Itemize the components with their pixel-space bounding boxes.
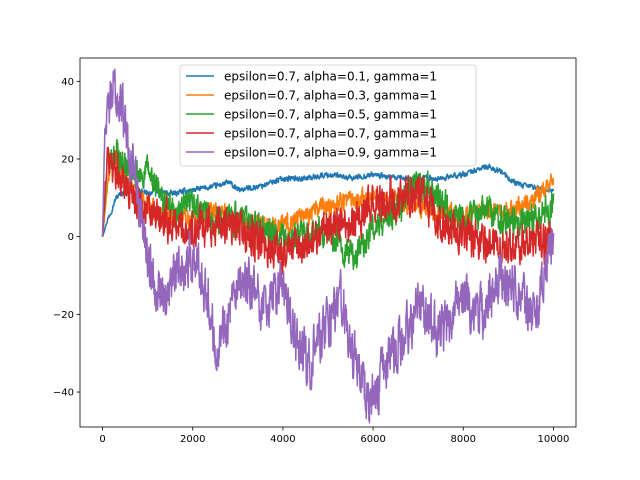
series-line-3 xyxy=(101,146,555,276)
x-tick-label: 0 xyxy=(99,434,105,445)
series-line-2 xyxy=(101,138,555,271)
legend: epsilon=0.7, alpha=0.1, gamma=1 epsilon=0… xyxy=(179,64,477,167)
plot-frame xyxy=(79,57,577,428)
legend-label-2: epsilon=0.7, alpha=0.5, gamma=1 xyxy=(224,108,437,122)
x-tick-label: 8000 xyxy=(451,434,476,445)
series-line-0 xyxy=(101,163,555,237)
y-tick-label: 40 xyxy=(61,77,74,88)
x-tick-label: 6000 xyxy=(360,434,385,445)
legend-box xyxy=(179,64,477,167)
legend-label-0: epsilon=0.7, alpha=0.1, gamma=1 xyxy=(224,70,437,84)
series-layer xyxy=(101,68,555,424)
y-tick-label: −40 xyxy=(53,388,74,399)
x-tick-label: 2000 xyxy=(180,434,205,445)
x-tick-label: 4000 xyxy=(270,434,295,445)
series-line-4 xyxy=(101,68,555,424)
y-tick-label: 0 xyxy=(68,232,74,243)
y-tick-label: −20 xyxy=(53,310,74,321)
axis-layer: 0 2000 4000 6000 8000 10000 −40 −20 0 20 40 xyxy=(53,77,569,445)
legend-label-4: epsilon=0.7, alpha=0.9, gamma=1 xyxy=(224,146,437,160)
y-tick-label: 20 xyxy=(61,154,74,165)
x-tick-label: 10000 xyxy=(538,434,570,445)
legend-label-1: epsilon=0.7, alpha=0.3, gamma=1 xyxy=(224,89,437,103)
legend-label-3: epsilon=0.7, alpha=0.7, gamma=1 xyxy=(224,127,437,141)
